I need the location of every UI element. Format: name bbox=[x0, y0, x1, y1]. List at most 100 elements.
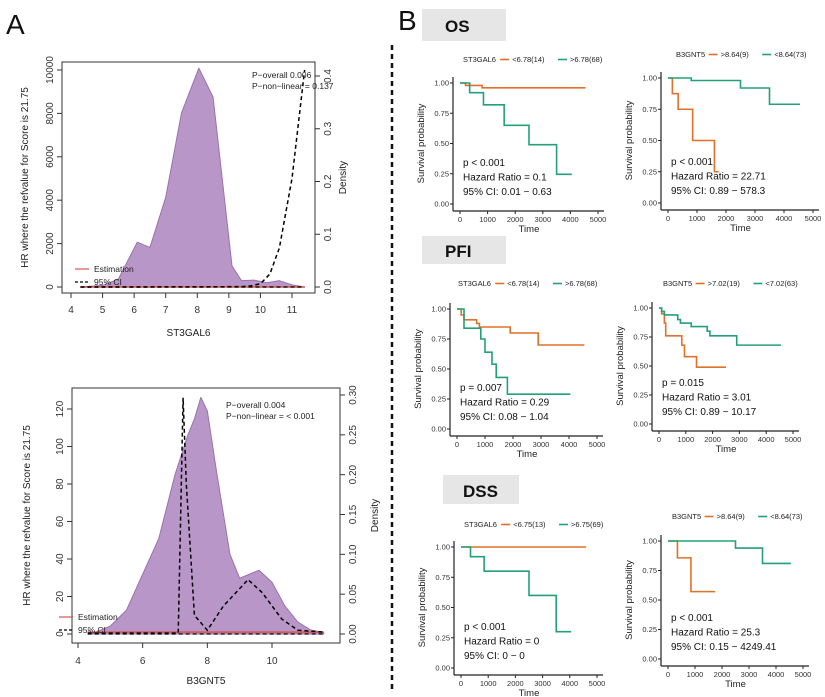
y-axis-label: Survival probability bbox=[416, 103, 427, 183]
legend-title: B3GNT5 bbox=[663, 279, 692, 288]
y-tick-label: 6000 bbox=[45, 145, 56, 168]
section-os: OS bbox=[422, 9, 506, 41]
legend-group-label: <7.02(63) bbox=[765, 279, 798, 288]
y2-tick-label: 0.10 bbox=[348, 544, 359, 564]
p-value: p < 0.001 bbox=[463, 158, 505, 169]
km-plot-dss-st3gal6: 0 1000 2000 3000 4000 5000 0.00 0.25 0.50 0.75 1.0… bbox=[417, 520, 605, 697]
x-tick-label: 2000 bbox=[704, 435, 721, 444]
y-tick-label: 80 bbox=[55, 478, 66, 490]
y-tick-label: 0.00 bbox=[434, 200, 449, 209]
y-tick-label: 1.00 bbox=[633, 304, 648, 313]
panel-label-a: A bbox=[6, 9, 25, 40]
y-tick-label: 0.75 bbox=[642, 105, 657, 114]
y-tick-label: 100 bbox=[55, 438, 66, 455]
x-tick-label: 1000 bbox=[480, 679, 497, 688]
survival-curve-green bbox=[457, 308, 571, 396]
y-tick-label: 2000 bbox=[45, 232, 56, 255]
survival-curve-orange bbox=[659, 307, 726, 368]
y2-tick-label: 0.25 bbox=[348, 425, 359, 445]
y-tick-label: 0.50 bbox=[633, 362, 648, 371]
x-tick-label: 0 bbox=[657, 435, 661, 444]
y2-tick-label: 0.15 bbox=[348, 504, 359, 524]
legend-title: ST3GAL6 bbox=[464, 520, 497, 529]
legend-title: ST3GAL6 bbox=[458, 279, 491, 288]
confidence-interval: 95% CI: 0.89 − 10.17 bbox=[662, 407, 757, 418]
x-tick-label: 2000 bbox=[507, 679, 524, 688]
x-tick-label: 5000 bbox=[590, 215, 607, 224]
legend-group-label: >8.64(9) bbox=[717, 512, 746, 521]
y-tick-label: 120 bbox=[55, 400, 66, 417]
p-value-annotation: P−overall 0.004 bbox=[226, 400, 286, 410]
y2-tick-label: 0.4 bbox=[323, 69, 334, 83]
survival-curve-green bbox=[668, 77, 800, 106]
x-tick-label: 2000 bbox=[505, 440, 522, 449]
x-tick-label: 2000 bbox=[718, 214, 735, 223]
x-tick-label: 4000 bbox=[561, 679, 578, 688]
x-tick-label: 6 bbox=[140, 656, 146, 667]
y-tick-label: 0.00 bbox=[642, 655, 657, 664]
x-tick-label: 4 bbox=[75, 656, 81, 667]
x-tick-label: 4000 bbox=[562, 215, 579, 224]
y-tick-label: 40 bbox=[55, 553, 66, 565]
confidence-interval: 95% CI: 0.89 − 578.3 bbox=[671, 186, 766, 197]
survival-curve-green bbox=[668, 540, 791, 565]
y-tick-label: 0.25 bbox=[633, 391, 648, 400]
km-plot-pfi-b3gnt5: 0 1000 2000 3000 4000 5000 0.00 0.25 0.50 0.75 1.0… bbox=[615, 279, 801, 455]
section-pfi: PFI bbox=[422, 236, 506, 264]
legend-group-label: >6.78(68) bbox=[570, 55, 603, 64]
x-axis-label: B3GNT5 bbox=[187, 676, 226, 687]
km-plot-pfi-st3gal6: 0 1000 2000 3000 4000 5000 0.00 0.25 0.50 0.75 1.0… bbox=[413, 279, 605, 460]
y-tick-label: 0.75 bbox=[642, 566, 657, 575]
y-tick-label: 0.25 bbox=[642, 625, 657, 634]
x-tick-label: 5000 bbox=[785, 435, 802, 444]
y-tick-label: 1.00 bbox=[434, 79, 449, 88]
y2-axis-label: Density bbox=[338, 161, 349, 194]
legend-group-label: <6.78(14) bbox=[507, 279, 540, 288]
y-tick-label: 0 bbox=[55, 631, 66, 637]
legend-group-label: <8.64(73) bbox=[774, 50, 807, 59]
y-tick-label: 0.00 bbox=[435, 664, 450, 673]
x-tick-label: 2000 bbox=[507, 215, 524, 224]
y-tick-label: 1.00 bbox=[642, 537, 657, 546]
x-tick-label: 2000 bbox=[714, 670, 731, 679]
km-plot-os-st3gal6: 0 1000 2000 3000 4000 5000 0.00 0.25 0.50 0.75 1.0… bbox=[416, 55, 606, 235]
p-value-annotation: P−non−linear = 0.137 bbox=[252, 81, 334, 91]
x-tick-label: 0 bbox=[455, 440, 459, 449]
x-axis-label: Time bbox=[725, 679, 746, 690]
survival-curve-green bbox=[659, 307, 781, 346]
legend-group-label: <6.78(14) bbox=[512, 55, 545, 64]
y2-tick-label: 0.30 bbox=[348, 385, 359, 405]
p-value: p < 0.001 bbox=[464, 622, 506, 633]
x-tick-label: 1000 bbox=[677, 435, 694, 444]
y-tick-label: 0.50 bbox=[434, 139, 449, 148]
p-value-annotation: P−overall 0.006 bbox=[252, 70, 312, 80]
x-tick-label: 10 bbox=[266, 656, 278, 667]
survival-curve-orange bbox=[460, 82, 586, 89]
density-area bbox=[79, 67, 306, 288]
y2-tick-label: 0.00 bbox=[348, 624, 359, 644]
x-tick-label: 0 bbox=[666, 670, 670, 679]
y-tick-label: 0.25 bbox=[642, 167, 657, 176]
y-axis-label: Survival probability bbox=[624, 100, 635, 180]
hazard-ratio: Hazard Ratio = 3.01 bbox=[662, 393, 752, 404]
x-tick-label: 1000 bbox=[477, 440, 494, 449]
x-tick-label: 9 bbox=[226, 305, 232, 316]
y-axis-label: Survival probability bbox=[624, 560, 635, 640]
x-tick-label: 3000 bbox=[747, 214, 764, 223]
x-tick-label: 1000 bbox=[689, 214, 706, 223]
p-value: p < 0.001 bbox=[671, 157, 713, 168]
legend-group-label: <8.64(73) bbox=[770, 512, 803, 521]
hazard-ratio: Hazard Ratio = 0.1 bbox=[463, 173, 547, 184]
y-tick-label: 0 bbox=[45, 284, 56, 290]
panel-label-b: B bbox=[398, 5, 417, 36]
x-axis-label: Time bbox=[730, 223, 751, 234]
section-header-dss-box bbox=[443, 475, 519, 504]
y-tick-label: 1.00 bbox=[642, 74, 657, 83]
legend-title: B3GNT5 bbox=[676, 50, 705, 59]
confidence-interval: 95% CI: 0.01 − 0.63 bbox=[463, 187, 552, 198]
x-axis-label: Time bbox=[519, 224, 540, 235]
y-tick-label: 10000 bbox=[45, 56, 56, 84]
survival-curve-green bbox=[461, 546, 572, 633]
hr-density-plot-2: 4 6 8 100204060801001200.000.050.100.150.20… bbox=[22, 385, 381, 687]
y-tick-label: 0.25 bbox=[434, 169, 449, 178]
